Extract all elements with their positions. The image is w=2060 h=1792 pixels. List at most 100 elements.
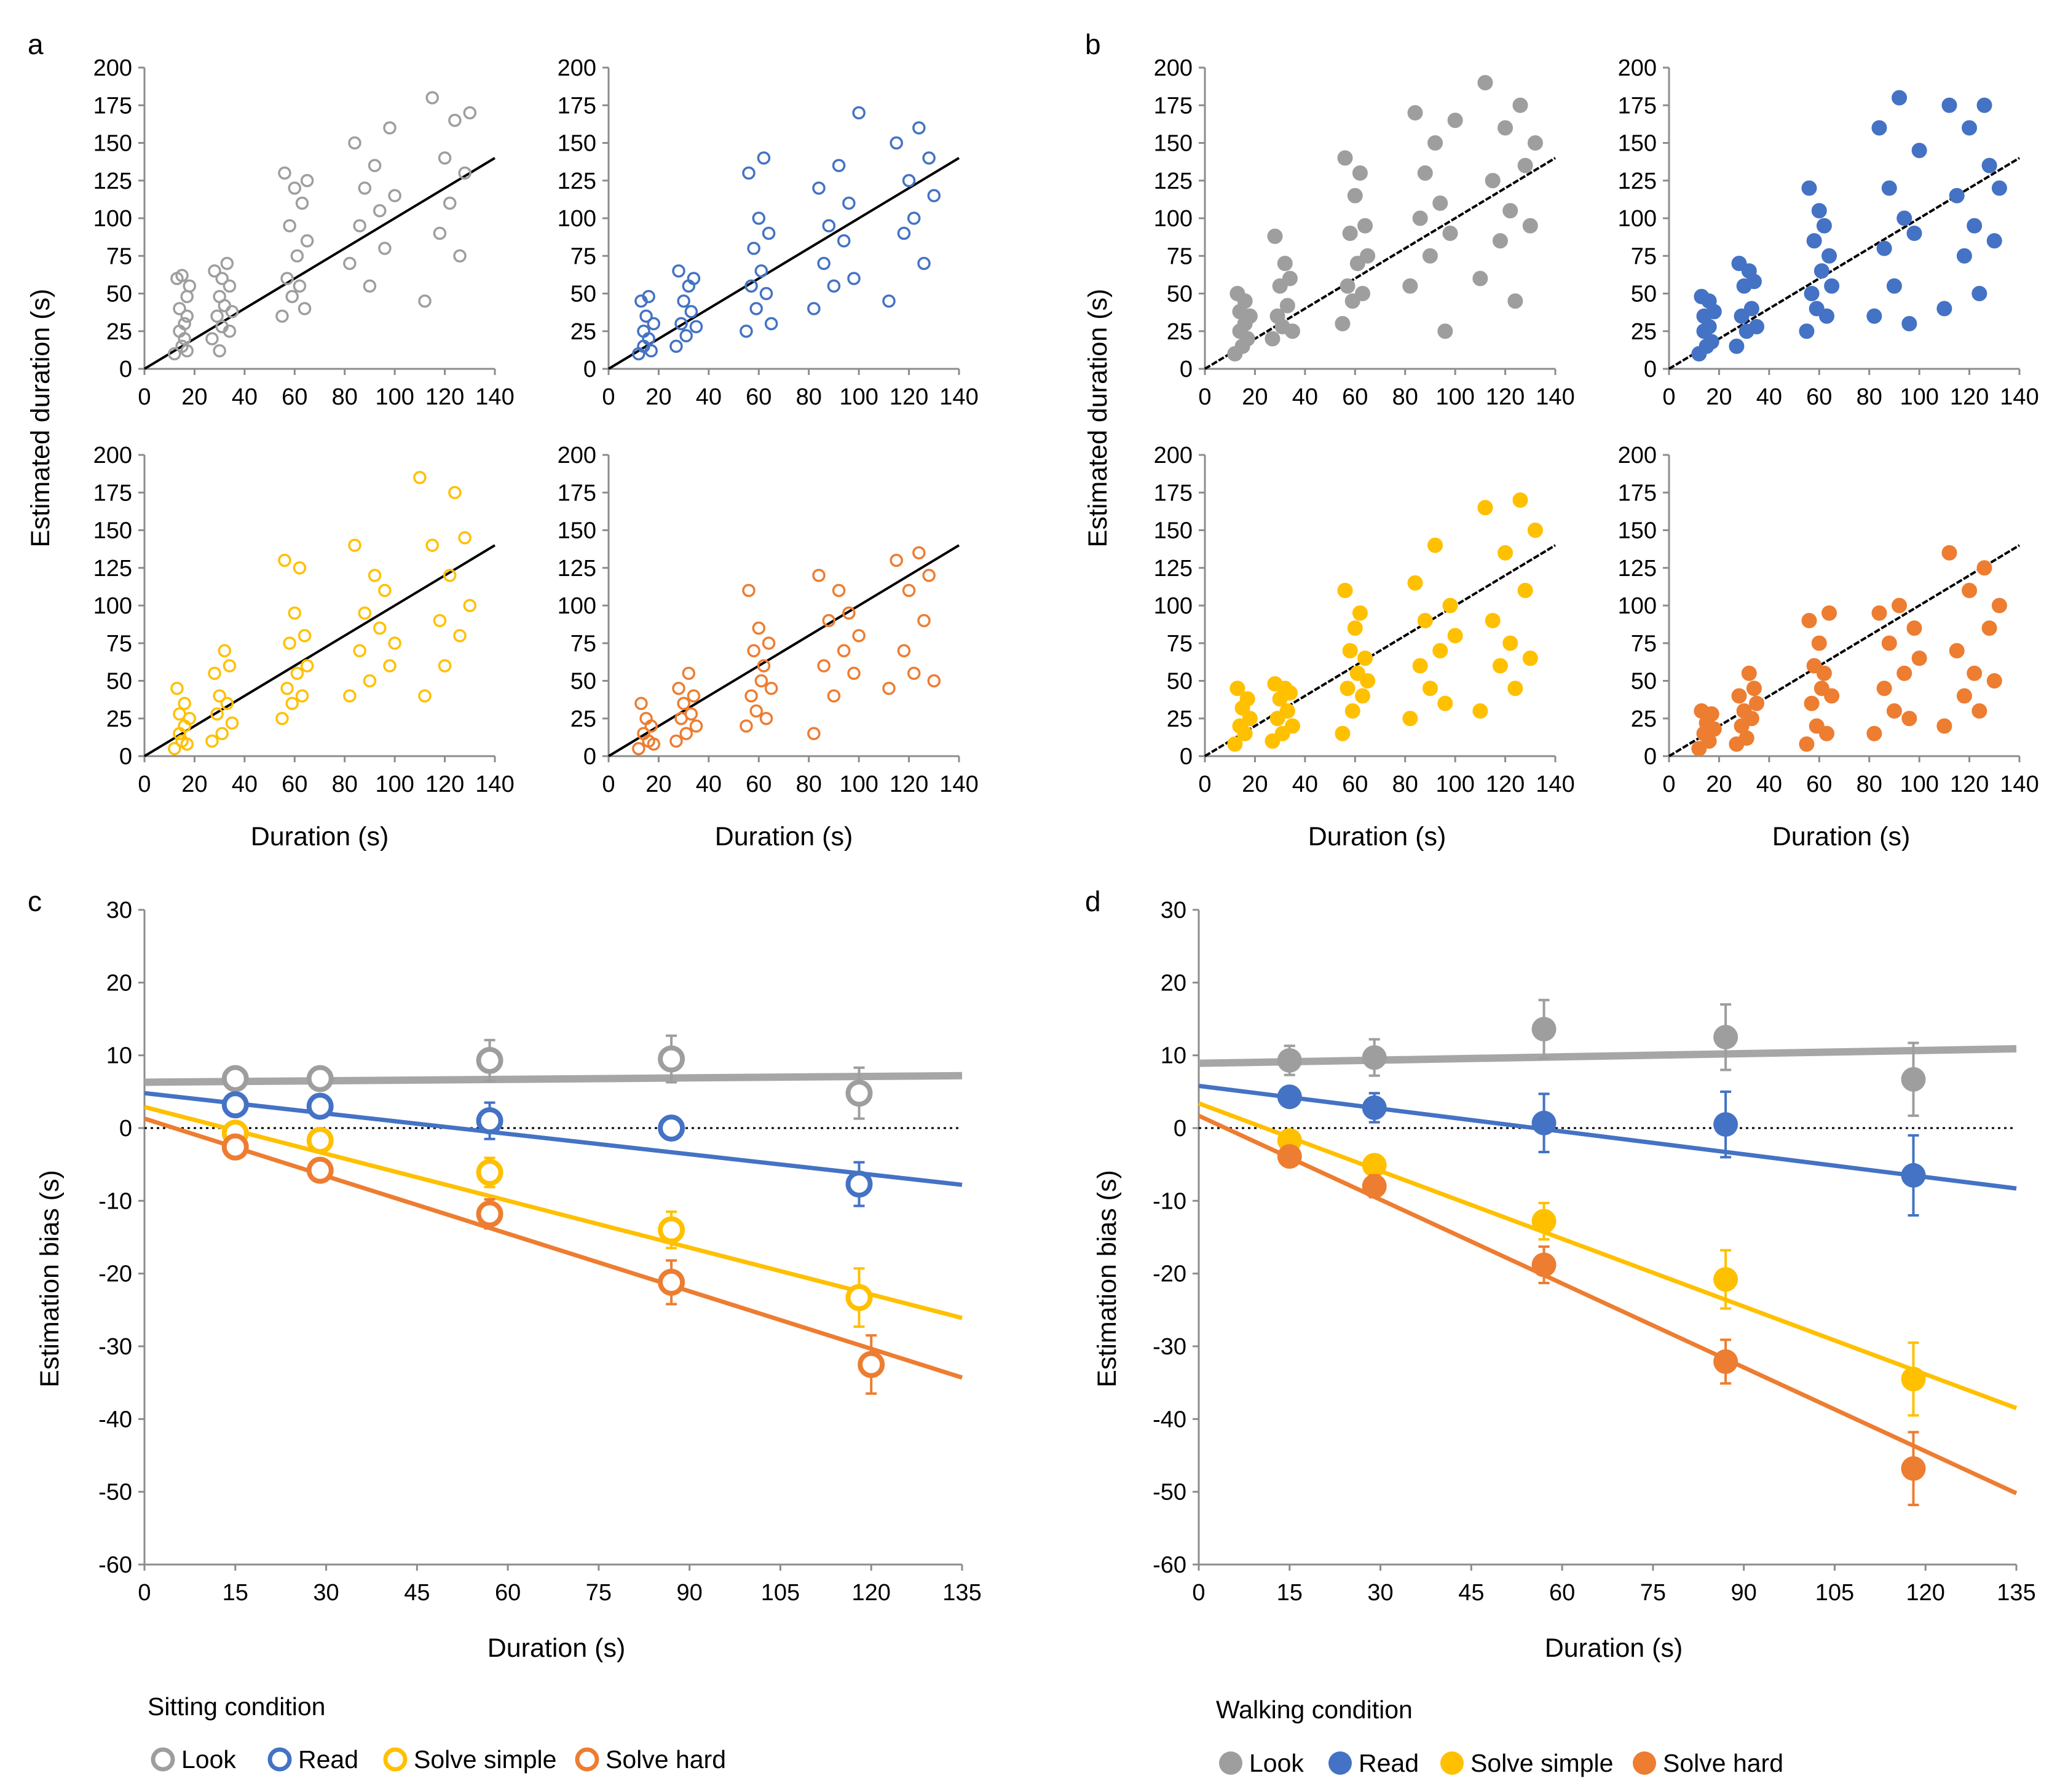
panel-a-solve-hard-point bbox=[882, 682, 896, 695]
panel-a-look-point bbox=[275, 309, 289, 323]
panel-b-solve-hard-point bbox=[1706, 721, 1722, 737]
panel-b-solve-hard-y-tick-label: 25 bbox=[1631, 706, 1657, 732]
panel-b-solve-simple-point bbox=[1239, 691, 1255, 707]
panel-a-look-identity-line bbox=[143, 157, 496, 370]
panel-b-solve-simple-point bbox=[1355, 688, 1370, 704]
panel-b-solve-simple-x-tick-label: 100 bbox=[1435, 772, 1474, 797]
panel-a-look-point bbox=[433, 226, 447, 240]
panel-b-look-point bbox=[1352, 165, 1368, 181]
panel-a-read-point bbox=[687, 272, 701, 285]
panel-b-solve-simple-point bbox=[1492, 658, 1508, 674]
panel-a-look-point bbox=[363, 279, 377, 293]
panel-c-solve-simple-point bbox=[306, 1127, 334, 1155]
panel-d-read-point bbox=[1277, 1084, 1302, 1110]
panel-d-x-tick-label: 15 bbox=[1277, 1580, 1303, 1606]
panel-b-read-point bbox=[1956, 248, 1972, 264]
panel-b-read-point bbox=[1804, 286, 1820, 301]
panel-a-solve-simple-point bbox=[300, 659, 314, 673]
panel-b-solve-simple-point bbox=[1422, 681, 1438, 697]
panel-a-read-y-tick-label: 75 bbox=[570, 243, 596, 269]
panel-a-solve-hard-point bbox=[807, 727, 821, 740]
legend-title: Walking condition bbox=[1216, 1695, 1413, 1724]
panel-d-solve-simple-point bbox=[1713, 1267, 1738, 1292]
panel-a-solve-hard-point bbox=[747, 644, 760, 658]
panel-b-solve-hard-plot: 0 20 40 60 80 100 120 140 0 25 50 75 100 125 150 175 200 bbox=[1618, 443, 2039, 797]
panel-b-solve-hard-point bbox=[1962, 583, 1978, 598]
panel-a-read-point bbox=[842, 196, 856, 210]
panel-a-solve-simple-point bbox=[285, 697, 299, 710]
panel-a-solve-hard-point bbox=[907, 666, 921, 680]
panel-b-solve-hard-y-tick-label: 0 bbox=[1644, 744, 1657, 770]
panel-a-read-x-tick-label: 60 bbox=[746, 384, 772, 410]
panel-b-solve-hard-point bbox=[1906, 620, 1922, 636]
panel-b-solve-hard-x-tick-label: 100 bbox=[1900, 772, 1938, 797]
panel-b-xlabel-right: Duration (s) bbox=[1772, 822, 1911, 851]
panel-b-read-point bbox=[1881, 180, 1897, 196]
panel-b-look-point bbox=[1242, 308, 1258, 324]
panel-b-look-x-tick-label: 80 bbox=[1392, 384, 1418, 410]
panel-d-y-tick-label: 0 bbox=[1174, 1116, 1186, 1142]
panel-b-solve-simple-point bbox=[1282, 685, 1298, 701]
panel-b-solve-hard-y-tick-label: 75 bbox=[1631, 631, 1657, 657]
panel-a-read-point bbox=[837, 234, 851, 248]
panel-a-solve-hard-y-tick-label: 25 bbox=[570, 706, 596, 732]
legend-label-solve-hard: Solve hard bbox=[1663, 1749, 1783, 1777]
panel-a-solve-simple-y-tick-label: 125 bbox=[93, 556, 132, 582]
panel-a-look-y-tick-label: 200 bbox=[93, 55, 132, 81]
panel-c-ylabel: Estimation bias (s) bbox=[35, 1170, 65, 1387]
panel-c-plot: 0 15 30 45 60 75 90 105 120 135 -60 -50 -40 -30 -20 -10… bbox=[98, 898, 982, 1606]
panel-b-solve-hard-y-tick-label: 125 bbox=[1618, 556, 1657, 582]
panel-b-solve-simple-point bbox=[1442, 598, 1458, 614]
panel-b-look-y-tick-label: 100 bbox=[1154, 206, 1193, 232]
panel-a-look-point bbox=[225, 305, 239, 318]
panel-c-y-tick-label: -20 bbox=[98, 1261, 132, 1287]
panel-a-solve-simple-point bbox=[413, 471, 427, 484]
panel-d-x-tick-label: 60 bbox=[1549, 1580, 1575, 1606]
panel-b-look-x-tick-label: 0 bbox=[1198, 384, 1211, 410]
panel-a-read-point bbox=[907, 211, 921, 225]
panel-a-solve-hard-x-tick-label: 60 bbox=[746, 772, 772, 797]
panel-a-read-point bbox=[762, 226, 776, 240]
panel-b-solve-simple-y-tick-label: 75 bbox=[1167, 631, 1193, 657]
panel-a-read-x-tick-label: 100 bbox=[839, 384, 878, 410]
panel-b-read-point bbox=[1819, 308, 1834, 324]
panel-a-look-x-tick-label: 40 bbox=[232, 384, 258, 410]
panel-a-solve-hard-x-tick-label: 20 bbox=[645, 772, 671, 797]
panel-a-solve-simple-y-tick-label: 25 bbox=[106, 706, 132, 732]
panel-a-read-point bbox=[677, 294, 690, 308]
panel-a-solve-hard-point bbox=[669, 734, 683, 748]
panel-b-read-y-tick-label: 150 bbox=[1618, 131, 1657, 157]
legend-label-solve-simple: Solve simple bbox=[414, 1745, 556, 1774]
panel-a-read-y-tick-label: 175 bbox=[558, 93, 596, 119]
panel-b-look-point bbox=[1277, 256, 1293, 271]
panel-a-solve-simple-point bbox=[363, 674, 377, 688]
panel-b-solve-simple-point bbox=[1360, 673, 1376, 689]
panel-a-solve-simple-x-tick-label: 140 bbox=[475, 772, 514, 797]
panel-b-solve-simple-point bbox=[1527, 523, 1543, 538]
panel-a-solve-hard-point bbox=[677, 697, 690, 710]
panel-a-solve-simple-point bbox=[293, 561, 307, 575]
panel-b-solve-simple-point bbox=[1342, 643, 1358, 658]
panel-label-c: c bbox=[28, 885, 42, 917]
panel-b-solve-simple-point bbox=[1502, 635, 1518, 651]
panel-a-solve-hard-point bbox=[897, 644, 911, 658]
panel-b-look-x-tick-label: 40 bbox=[1292, 384, 1318, 410]
panel-a-solve-hard-x-tick-label: 120 bbox=[890, 772, 928, 797]
panel-a-solve-simple-point bbox=[388, 636, 401, 650]
panel-a-look-x-tick-label: 20 bbox=[181, 384, 207, 410]
panel-a-read-point bbox=[897, 226, 911, 240]
panel-a-solve-simple-point bbox=[278, 553, 291, 567]
panel-b-solve-hard-point bbox=[1967, 665, 1983, 681]
panel-d-look-point bbox=[1901, 1067, 1926, 1092]
panel-d-read-point bbox=[1362, 1095, 1387, 1120]
panel-b-solve-hard-point bbox=[1892, 598, 1908, 614]
panel-a-solve-simple-point bbox=[425, 539, 439, 552]
panel-a-look-point bbox=[463, 106, 477, 120]
panel-a-read-point bbox=[747, 242, 760, 255]
panel-a-solve-hard-point bbox=[764, 682, 778, 695]
legend-marker-look bbox=[1219, 1751, 1242, 1775]
legend-marker-look bbox=[151, 1747, 175, 1772]
panel-c-y-tick-label: 20 bbox=[106, 970, 132, 996]
panel-b-solve-hard-point bbox=[1991, 598, 2007, 614]
panel-a-read-point bbox=[822, 219, 836, 232]
